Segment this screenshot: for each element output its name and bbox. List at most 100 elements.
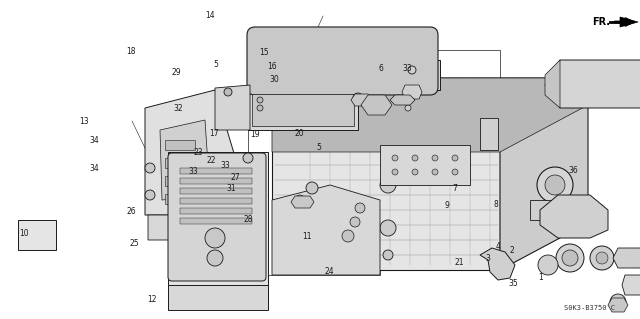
Circle shape [408, 66, 416, 74]
Bar [180, 188, 252, 194]
Polygon shape [361, 95, 392, 115]
Circle shape [392, 169, 398, 175]
Circle shape [562, 250, 578, 266]
Bar [480, 118, 498, 150]
Circle shape [538, 255, 558, 275]
Text: 17: 17 [209, 130, 220, 138]
Bar [530, 200, 555, 220]
Bar [180, 198, 252, 204]
Polygon shape [168, 152, 268, 285]
Text: 31: 31 [227, 184, 237, 193]
Circle shape [350, 217, 360, 227]
Circle shape [145, 190, 155, 200]
Bar [165, 158, 195, 168]
Circle shape [596, 252, 608, 264]
Circle shape [353, 93, 363, 103]
Text: 25: 25 [129, 239, 140, 248]
Circle shape [556, 244, 584, 272]
Circle shape [243, 153, 253, 163]
Polygon shape [248, 60, 440, 90]
Circle shape [257, 97, 263, 103]
Text: 18: 18 [127, 47, 136, 56]
Polygon shape [380, 145, 470, 185]
Polygon shape [252, 94, 354, 126]
Circle shape [145, 163, 155, 173]
Text: FR.: FR. [592, 17, 610, 27]
Text: 32: 32 [173, 104, 183, 113]
Text: 15: 15 [259, 48, 269, 57]
FancyBboxPatch shape [168, 153, 266, 281]
Polygon shape [390, 95, 415, 105]
Text: 27: 27 [230, 173, 241, 182]
Text: 30: 30 [269, 75, 279, 84]
Circle shape [392, 155, 398, 161]
Polygon shape [480, 248, 515, 280]
Circle shape [342, 230, 354, 242]
Polygon shape [272, 185, 380, 275]
Circle shape [306, 182, 318, 194]
Polygon shape [620, 17, 638, 27]
Circle shape [355, 203, 365, 213]
Polygon shape [148, 215, 220, 240]
Polygon shape [622, 275, 640, 295]
Text: 19: 19 [250, 130, 260, 139]
Text: 12: 12 [148, 295, 157, 304]
Circle shape [537, 167, 573, 203]
Bar [165, 176, 195, 186]
Polygon shape [540, 195, 608, 238]
Polygon shape [215, 85, 250, 130]
Circle shape [207, 250, 223, 266]
Circle shape [452, 155, 458, 161]
Text: 33: 33 [402, 64, 412, 73]
Text: S0K3-B3750 C: S0K3-B3750 C [564, 305, 616, 311]
Polygon shape [272, 78, 588, 125]
Text: 14: 14 [205, 11, 215, 20]
Circle shape [432, 169, 438, 175]
Text: 5: 5 [213, 60, 218, 69]
Polygon shape [545, 60, 560, 108]
Text: 7: 7 [452, 184, 457, 193]
Polygon shape [608, 298, 628, 312]
FancyBboxPatch shape [247, 27, 438, 95]
Text: 5: 5 [316, 143, 321, 152]
Polygon shape [272, 78, 588, 152]
Polygon shape [545, 60, 640, 108]
Circle shape [224, 88, 232, 96]
Text: 28: 28 [244, 215, 253, 224]
Bar [180, 168, 252, 174]
Polygon shape [500, 78, 588, 270]
Text: 2: 2 [509, 246, 515, 255]
Text: 9: 9 [444, 201, 449, 210]
Text: 8: 8 [493, 200, 499, 209]
Text: 13: 13 [79, 117, 90, 126]
Text: 23: 23 [193, 148, 204, 157]
Circle shape [295, 195, 305, 205]
Polygon shape [160, 120, 210, 200]
Text: 26: 26 [126, 207, 136, 216]
Text: 21: 21 [455, 258, 464, 267]
Polygon shape [248, 90, 358, 130]
Text: 11: 11 [303, 232, 312, 241]
Circle shape [383, 250, 393, 260]
Text: 3: 3 [485, 254, 490, 263]
Circle shape [432, 155, 438, 161]
Text: 16: 16 [267, 63, 277, 71]
Polygon shape [351, 94, 372, 106]
Circle shape [380, 177, 396, 193]
Circle shape [412, 155, 418, 161]
Text: 22: 22 [207, 156, 216, 165]
Text: 33: 33 [188, 167, 198, 176]
Polygon shape [402, 85, 422, 99]
Polygon shape [145, 90, 248, 215]
Text: 24: 24 [324, 267, 335, 276]
Polygon shape [291, 196, 314, 208]
Text: 36: 36 [568, 166, 578, 175]
Text: 6: 6 [378, 64, 383, 73]
Circle shape [405, 105, 411, 111]
Polygon shape [272, 125, 500, 270]
FancyArrowPatch shape [615, 19, 632, 25]
Bar [165, 140, 195, 150]
Circle shape [412, 169, 418, 175]
Text: 1: 1 [538, 273, 543, 282]
Bar [165, 194, 195, 204]
